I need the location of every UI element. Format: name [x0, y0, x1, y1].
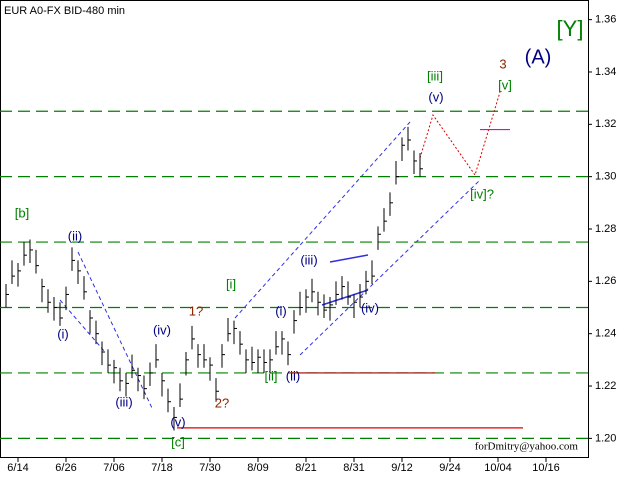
y-tick-label: 1.22 [595, 380, 616, 392]
wave-label: (A) [525, 46, 552, 68]
plot-frame [0, 0, 589, 458]
wave-label: (i) [57, 326, 69, 341]
wave-label: [v] [498, 77, 512, 92]
wave-label: [i] [226, 276, 236, 291]
wave-label: [ii] [265, 368, 278, 383]
x-tick-label: 10/04 [484, 462, 512, 474]
x-tick-label: 6/14 [7, 462, 28, 474]
y-tick-label: 1.24 [595, 328, 616, 340]
wave-label: (iv) [361, 300, 379, 315]
x-tick-label: 8/31 [343, 462, 364, 474]
wave-label: (v) [428, 89, 443, 104]
x-tick-label: 8/09 [247, 462, 268, 474]
channel-lines [59, 121, 481, 409]
wave-label: (iii) [115, 394, 132, 409]
y-tick-label: 1.32 [595, 118, 616, 130]
y-tick-label: 1.20 [595, 432, 616, 444]
wave-label: 1? [189, 303, 203, 318]
wave-label: (iii) [300, 252, 317, 267]
x-tick-label: 9/24 [439, 462, 460, 474]
chart-title: EUR A0-FX BID-480 min [4, 5, 125, 17]
wave-label: 2? [215, 395, 229, 410]
wave-label: [b] [15, 205, 29, 220]
wave-label: (v) [170, 414, 185, 429]
y-tick-label: 1.30 [595, 171, 616, 183]
x-tick-label: 7/30 [199, 462, 220, 474]
wave-label: (ii) [286, 368, 300, 383]
wave-label: [iii] [427, 68, 443, 83]
wave-label: [iv]? [470, 186, 494, 201]
y-tick-label: 1.36 [595, 14, 616, 26]
y-tick-label: 1.34 [595, 66, 616, 78]
wave-label: (iv) [153, 322, 171, 337]
wave-label: [Y] [557, 16, 584, 41]
watermark: forDmitry@yahoo.com [475, 441, 579, 453]
wave-label: [c] [171, 434, 185, 449]
y-tick-label: 1.26 [595, 275, 616, 287]
x-tick-label: 9/12 [391, 462, 412, 474]
y-tick-label: 1.28 [595, 223, 616, 235]
x-tick-label: 7/18 [151, 462, 172, 474]
x-tick-label: 7/06 [103, 462, 124, 474]
x-tick-label: 10/16 [532, 462, 560, 474]
wave-label: (ii) [68, 228, 82, 243]
wave-label: (i) [275, 303, 287, 318]
x-tick-label: 6/26 [55, 462, 76, 474]
wave-label: 3 [499, 56, 506, 71]
x-tick-label: 8/21 [295, 462, 316, 474]
forecast-path [419, 91, 501, 177]
